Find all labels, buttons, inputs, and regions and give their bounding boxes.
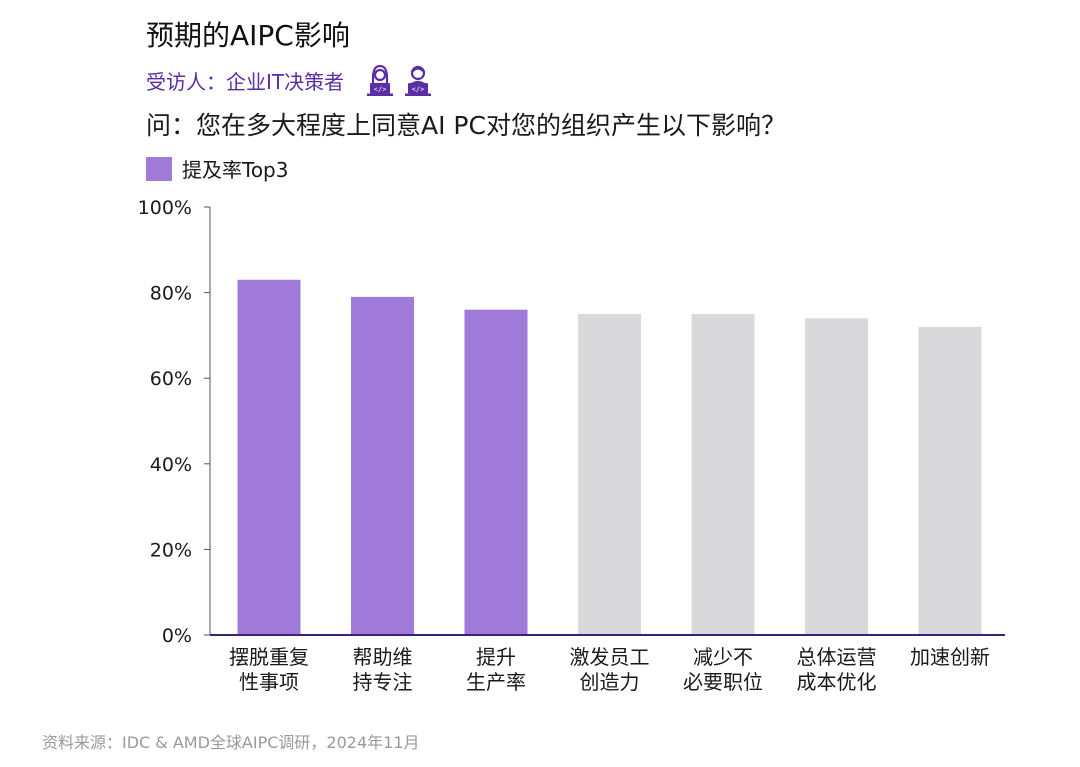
bar-6 (805, 318, 868, 635)
bar-5 (691, 314, 755, 635)
bar-1 (237, 279, 301, 635)
category-label-5-line-2: 必要职位 (683, 670, 763, 694)
bar-7 (918, 326, 982, 635)
legend-label: 提及率Top3 (182, 158, 289, 182)
female-developer-icon: </> (366, 64, 394, 96)
bar-2 (351, 296, 414, 635)
category-label-2-line-1: 帮助维 (353, 645, 413, 669)
category-label-6-line-1: 总体运营 (797, 645, 877, 669)
y-tick-label-40: 40% (150, 454, 192, 476)
bar-4 (578, 314, 641, 635)
category-label-1-line-2: 性事项 (239, 670, 299, 694)
legend-swatch-top3 (146, 156, 172, 181)
category-label-3-line-2: 生产率 (466, 670, 526, 694)
legend: 提及率Top3 (146, 154, 288, 183)
respondent-line: 受访人：企业IT决策者 </> </> (146, 64, 432, 96)
y-tick-label-20: 20% (150, 539, 192, 561)
category-label-7-line-1: 加速创新 (910, 645, 990, 669)
y-tick-label-100: 100% (138, 197, 192, 219)
category-label-2-line-2: 持专注 (353, 670, 413, 694)
svg-text:</>: </> (374, 86, 387, 94)
y-tick-label-80: 80% (150, 283, 192, 305)
male-developer-icon: </> (404, 64, 432, 96)
svg-text:</>: </> (412, 86, 425, 94)
category-label-1-line-1: 摆脱重复 (229, 645, 309, 669)
chart-title: 预期的AIPC影响 (146, 19, 350, 52)
category-label-4-line-1: 激发员工 (570, 645, 650, 669)
respondent-label: 受访人：企业IT决策者 (146, 69, 345, 94)
y-tick-label-60: 60% (150, 368, 192, 390)
source-note: 资料来源：IDC & AMD全球AIPC调研，2024年11月 (42, 733, 420, 752)
y-tick-label-0: 0% (162, 625, 192, 647)
category-label-5-line-1: 减少不 (693, 645, 753, 669)
respondent-icons: </> </> (366, 64, 432, 96)
category-label-6-line-2: 成本优化 (797, 670, 877, 694)
category-label-4-line-2: 创造力 (580, 670, 640, 694)
category-label-3-line-1: 提升 (476, 645, 516, 669)
survey-question: 问：您在多大程度上同意AI PC对您的组织产生以下影响？ (146, 111, 786, 140)
bar-3 (464, 309, 528, 635)
